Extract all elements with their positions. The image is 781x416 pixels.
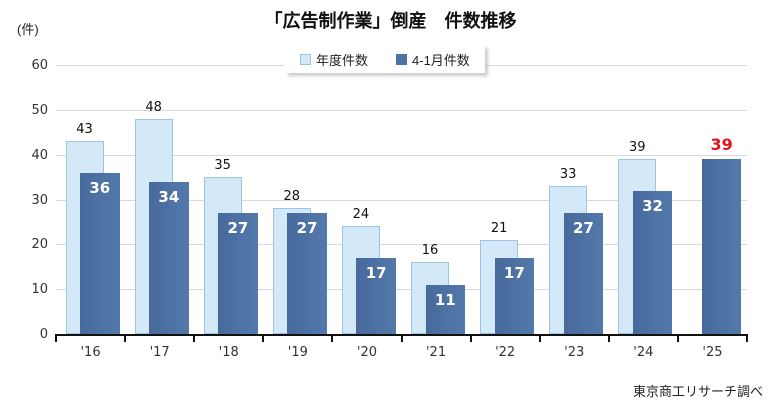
legend-item-annual: 年度件数: [300, 50, 368, 69]
bar-value-aprjan-17: 34: [158, 187, 180, 206]
bar-value-aprjan-19: 27: [296, 218, 318, 237]
bar-value-annual-16: 43: [76, 122, 93, 138]
bar-aprjan-25: [701, 159, 742, 334]
bar-aprjan-23: 27: [563, 212, 604, 334]
x-axis-label-24: '24: [633, 345, 654, 360]
bar-value-aprjan-21: 11: [434, 290, 456, 309]
x-axis-label-19: '19: [287, 345, 308, 360]
x-axis-label-23: '23: [564, 345, 585, 360]
x-axis-tick: [469, 334, 472, 342]
gridline-10: [56, 289, 747, 291]
legend-marker-annual-icon: [300, 53, 311, 65]
bar-aprjan-17: 34: [149, 181, 189, 334]
bar-value-annual-24: 39: [629, 140, 646, 156]
bar-value-annual-17: 48: [145, 99, 162, 115]
x-axis-label-21: '21: [425, 345, 447, 360]
x-axis-label-25: '25: [702, 345, 723, 360]
bar-aprjan-20: 17: [356, 257, 396, 334]
bar-value-aprjan-16: 36: [89, 178, 111, 197]
x-axis-tick: [124, 334, 127, 342]
x-axis-label-17: '17: [149, 345, 170, 360]
x-axis-label-22: '22: [495, 345, 516, 360]
bar-value-aprjan-20: 17: [365, 263, 387, 282]
chart-title: 「広告制作業」倒産 件数推移: [264, 11, 517, 31]
bar-value-annual-22: 21: [490, 220, 508, 236]
bar-value-annual-20: 24: [352, 207, 370, 223]
y-axis-label-40: 40: [31, 147, 48, 163]
legend-label-annual: 年度件数: [316, 52, 369, 68]
y-axis-label-50: 50: [31, 102, 48, 118]
bar-value-aprjan-24: 32: [642, 196, 663, 215]
gridline-40: [56, 154, 747, 156]
legend-label-aprjan: 4-1月件数: [412, 52, 470, 68]
bar-value-aprjan-18: 27: [227, 218, 249, 237]
x-axis-label-16: '16: [80, 345, 101, 360]
x-axis-tick: [331, 334, 334, 342]
x-axis-label-20: '20: [356, 345, 377, 360]
bar-aprjan-19: 27: [287, 212, 327, 334]
y-axis-label-10: 10: [31, 282, 48, 298]
bar-value-annual-23: 33: [559, 167, 577, 183]
bar-aprjan-16: 36: [80, 172, 120, 334]
bar-aprjan-24: 32: [632, 190, 673, 334]
gridline-50: [56, 109, 747, 111]
bar-value-annual-18: 35: [214, 158, 231, 174]
gridline-20: [56, 244, 747, 246]
bar-aprjan-22: 17: [494, 257, 535, 334]
y-axis-label-30: 30: [31, 192, 48, 208]
legend-marker-aprjan-icon: [396, 53, 408, 65]
legend-item-aprjan: 4-1月件数: [396, 50, 470, 69]
bar-aprjan-21: 11: [425, 284, 465, 334]
x-axis-tick: [400, 334, 403, 342]
x-axis-label-18: '18: [218, 345, 239, 360]
source-note: 東京商工リサーチ調べ: [632, 384, 763, 399]
y-axis-unit-label: (件): [17, 22, 39, 37]
legend: 年度件数 4-1月件数: [285, 45, 485, 73]
y-axis-label-0: 0: [39, 327, 48, 342]
bar-value-aprjan-23: 27: [573, 218, 594, 237]
gridline-30: [56, 199, 747, 201]
x-axis-tick: [676, 334, 679, 342]
x-axis-tick: [55, 334, 57, 342]
x-axis-tick: [193, 334, 196, 342]
y-axis-label-60: 60: [31, 58, 48, 73]
plot-area: 0 10 20 30 40 50 60 43 36 '16 48 34 '17 35 27 '18 28 27 '1…: [31, 58, 748, 360]
x-axis-tick: [538, 334, 541, 342]
x-axis-tick: [746, 334, 748, 342]
y-axis-label-20: 20: [31, 237, 48, 253]
bar-value-annual-19: 28: [283, 189, 301, 205]
bar-aprjan-18: 27: [218, 212, 258, 334]
bar-value-annual-21: 16: [421, 243, 439, 259]
x-axis-tick: [262, 334, 265, 342]
x-axis-tick: [607, 334, 610, 342]
bar-value-aprjan-25-highlight: 39: [710, 135, 733, 155]
bar-value-aprjan-22: 17: [503, 263, 525, 282]
